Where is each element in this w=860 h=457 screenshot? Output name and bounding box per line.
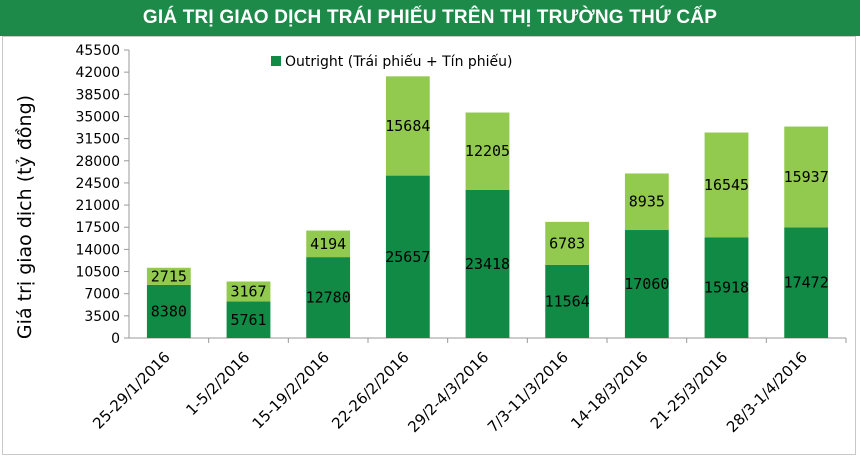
x-tick-label: 1-5/2/2016 [182,348,253,419]
bar-segment [306,257,351,338]
legend-label: Outright (Trái phiếu + Tín phiếu) [285,53,513,70]
bar-segment [385,76,430,176]
data-label: 8935 [629,193,665,211]
bar-segment [146,284,191,338]
data-label: 12205 [465,142,510,160]
y-tick-label: 7000 [84,287,120,303]
y-tick-label: 14000 [75,242,120,258]
y-tick-label: 28000 [75,154,120,170]
data-label: 25657 [385,248,430,266]
y-tick-label: 10500 [75,265,120,281]
y-tick-label: 35000 [75,109,120,125]
data-label: 15918 [704,279,749,297]
data-label: 11564 [545,292,590,310]
y-tick-label: 31500 [75,132,120,148]
x-tick-label: 22-26/2/2016 [328,348,412,432]
data-label: 15684 [385,117,430,135]
bar-segment [545,221,590,265]
data-label: 4194 [310,235,346,253]
bar-segment [226,281,271,302]
legend-swatch [271,56,281,66]
bar-segment [306,230,351,258]
x-tick-label: 14-18/3/2016 [567,348,651,432]
y-tick-label: 24500 [75,176,120,192]
y-axis-label: Giá trị giao dịch (tỷ đồng) [14,95,36,339]
data-label: 6783 [549,234,585,252]
bar-segment [226,301,271,338]
chart-frame: Outright (Trái phiếu + Tín phiếu) Giá tr… [2,36,856,455]
y-tick-label: 38500 [75,87,120,103]
x-tick-label: 7/3-11/3/2016 [484,348,572,436]
data-label: 2715 [151,267,187,285]
y-tick-label: 21000 [75,198,120,214]
data-label: 8380 [151,302,187,320]
bar-segment [624,230,669,338]
x-tick-label: 21-25/3/2016 [647,348,731,432]
data-label: 17472 [784,274,829,292]
bar-segment [784,227,829,338]
y-tick-label: 3500 [84,309,120,325]
bar-segment [465,112,510,190]
data-label: 23418 [465,255,510,273]
x-tick-label: 15-19/2/2016 [249,348,333,432]
x-tick-label: 28/3-1/4/2016 [723,348,811,436]
y-tick-label: 0 [111,331,120,347]
x-tick-label: 25-29/1/2016 [89,348,173,432]
bar-segment [624,173,669,231]
plot-area: 0 3500 7000 10500 14000 17500 21000 24500 28000 3… [75,43,847,436]
bar-segment [385,175,430,338]
bar-segment [704,237,749,338]
bar-segment [704,132,749,238]
data-label: 3167 [230,283,266,301]
bar-segment [465,189,510,338]
data-label: 12780 [306,289,351,307]
legend: Outright (Trái phiếu + Tín phiếu) [271,53,513,70]
data-label: 5761 [230,311,266,329]
y-tick-label: 45500 [75,43,120,59]
bar-segment [545,264,590,338]
chart-title: GIÁ TRỊ GIAO DỊCH TRÁI PHIẾU TRÊN THỊ TR… [142,7,718,28]
bar-segment [784,126,829,228]
data-label: 16545 [704,176,749,194]
data-label: 15937 [784,168,829,186]
data-label: 17060 [624,275,669,293]
x-tick-label: 29/2-4/3/2016 [404,348,492,436]
stacked-bar-chart: Outright (Trái phiếu + Tín phiếu) Giá tr… [14,43,847,436]
title-banner: GIÁ TRỊ GIAO DỊCH TRÁI PHIẾU TRÊN THỊ TR… [0,0,860,36]
y-tick-label: 42000 [75,65,120,81]
y-tick-label: 17500 [75,220,120,236]
bar-segment [146,267,191,285]
